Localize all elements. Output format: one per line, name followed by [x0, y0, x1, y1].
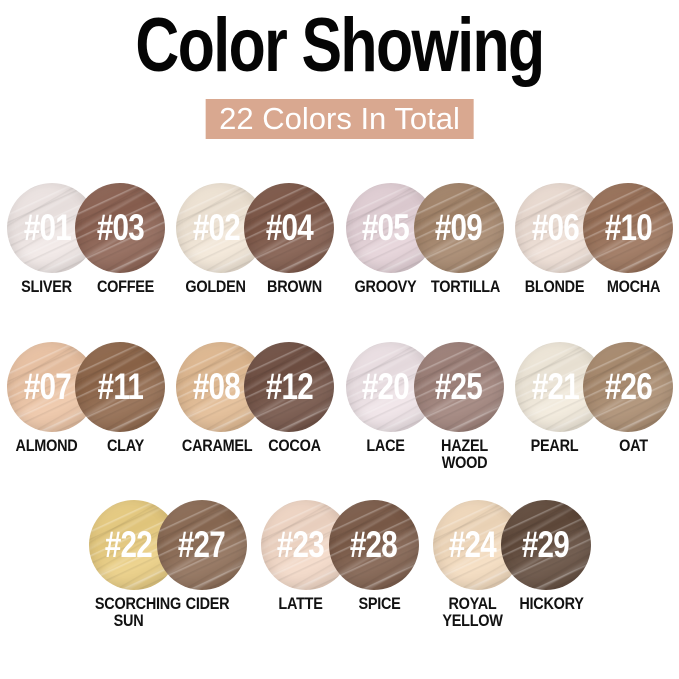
shade-name: ROYAL YELLOW — [441, 594, 503, 630]
shade-name: TORTILLA — [430, 277, 500, 296]
swatch-circles: #21 #26 — [514, 342, 673, 432]
shade-name: BLONDE — [524, 277, 585, 296]
shade-number: #07 — [23, 366, 71, 407]
swatch-circles: #24 #29 — [432, 500, 591, 590]
shade-name: MOCHA — [606, 277, 661, 296]
swatch-pair: #01 #03 SLIVER COFFEE — [7, 183, 165, 295]
total-colors-banner: 22 Colors In Total — [205, 99, 474, 139]
shade-number: #23 — [276, 524, 325, 565]
shade-number: #01 — [23, 207, 71, 248]
shade-name: ALMOND — [15, 436, 78, 455]
shade-name: OAT — [619, 436, 648, 455]
shade-name: COFFEE — [96, 277, 155, 296]
shade-name: SLIVER — [21, 277, 72, 296]
swatch-pair: #07 #11 ALMOND CLAY — [7, 342, 165, 471]
swatch-labels: ALMOND CLAY — [7, 437, 165, 454]
shade-number: #24 — [448, 524, 497, 565]
shade-name: SCORCHING SUN — [94, 594, 181, 630]
shade-number: #26 — [604, 366, 652, 407]
swatch-circles: #20 #25 — [345, 342, 504, 432]
swatch-labels: SCORCHING SUN CIDER — [89, 595, 247, 629]
shade-number: #02 — [192, 207, 241, 248]
swatch-circle-dark: #09 — [413, 183, 504, 273]
swatch-circle-dark: #11 — [75, 342, 165, 432]
swatch-labels: CARAMEL COCOA — [176, 437, 334, 454]
shade-name: LACE — [365, 436, 405, 455]
shade-name: CLAY — [106, 436, 145, 455]
swatch-circles: #02 #04 — [176, 183, 335, 273]
swatch-circle-light: #02 — [176, 183, 267, 273]
shade-name: HAZEL WOOD — [440, 436, 488, 472]
shade-number: #28 — [349, 524, 398, 565]
swatch-circle-dark: #25 — [413, 342, 504, 432]
swatch-pair: #02 #04 GOLDEN BROWN — [176, 183, 335, 295]
shade-name: COCOA — [268, 436, 322, 455]
shade-number: #04 — [265, 207, 314, 248]
shade-name: GOLDEN — [185, 277, 247, 296]
shade-number: #11 — [97, 366, 143, 407]
swatch-pair: #08 #12 CARAMEL COCOA — [176, 342, 335, 471]
swatch-pair: #05 #09 GROOVY TORTILLA — [345, 183, 504, 295]
swatch-row-1: #01 #03 SLIVER COFFEE #02 #04 GOLDEN BROWN #05 #0… — [7, 183, 673, 295]
swatch-circle-dark: #12 — [244, 342, 335, 432]
shade-name: CIDER — [185, 594, 229, 613]
swatch-pair: #22 #27 SCORCHING SUN CIDER — [88, 500, 247, 629]
shade-name: CARAMEL — [182, 436, 253, 455]
shade-name: HICKORY — [518, 594, 584, 613]
swatch-circles: #01 #03 — [7, 183, 165, 273]
swatch-circles: #07 #11 — [7, 342, 165, 432]
swatch-circles: #23 #28 — [260, 500, 419, 590]
shade-name: BROWN — [267, 277, 323, 296]
swatch-labels: BLONDE MOCHA — [515, 278, 673, 295]
shade-number: #09 — [435, 207, 483, 248]
swatch-circles: #08 #12 — [176, 342, 335, 432]
swatch-labels: PEARL OAT — [515, 437, 673, 454]
swatch-pair: #06 #10 BLONDE MOCHA — [514, 183, 673, 295]
swatch-labels: GOLDEN BROWN — [176, 278, 334, 295]
swatch-circle-light: #05 — [345, 183, 436, 273]
swatch-circle-dark: #27 — [156, 500, 247, 590]
swatch-circle-dark: #29 — [500, 500, 591, 590]
shade-name: GROOVY — [354, 277, 417, 296]
shade-number: #08 — [192, 366, 241, 407]
page-title: Color Showing — [135, 3, 545, 88]
shade-name: PEARL — [530, 436, 579, 455]
swatch-row-2: #07 #11 ALMOND CLAY #08 #12 CARAMEL COCOA #20 #25… — [7, 342, 673, 471]
shade-number: #22 — [104, 524, 153, 565]
swatch-labels: ROYAL YELLOW HICKORY — [433, 595, 591, 629]
swatch-circle-dark: #28 — [328, 500, 419, 590]
swatch-labels: LACE HAZEL WOOD — [346, 437, 504, 471]
shade-name: LATTE — [277, 594, 323, 613]
swatch-labels: LATTE SPICE — [261, 595, 419, 612]
swatch-labels: SLIVER COFFEE — [7, 278, 165, 295]
swatch-circle-dark: #26 — [582, 342, 673, 432]
swatch-pair: #24 #29 ROYAL YELLOW HICKORY — [432, 500, 591, 629]
swatch-circle-dark: #10 — [582, 183, 673, 273]
shade-number: #25 — [435, 366, 483, 407]
shade-name: SPICE — [357, 594, 401, 613]
swatch-circles: #05 #09 — [345, 183, 504, 273]
swatch-circles: #06 #10 — [514, 183, 673, 273]
swatch-pair: #21 #26 PEARL OAT — [514, 342, 673, 471]
swatch-circle-dark: #03 — [75, 183, 165, 273]
shade-number: #06 — [531, 207, 579, 248]
shade-number: #20 — [362, 366, 410, 407]
shade-number: #21 — [531, 366, 579, 407]
swatch-circle-dark: #04 — [244, 183, 335, 273]
shade-number: #29 — [521, 524, 570, 565]
shade-number: #10 — [604, 207, 652, 248]
shade-number: #27 — [177, 524, 226, 565]
swatch-pair: #20 #25 LACE HAZEL WOOD — [345, 342, 504, 471]
swatch-labels: GROOVY TORTILLA — [346, 278, 504, 295]
shade-number: #03 — [96, 207, 144, 248]
shade-number: #05 — [362, 207, 410, 248]
swatch-circles: #22 #27 — [88, 500, 247, 590]
swatch-pair: #23 #28 LATTE SPICE — [260, 500, 419, 629]
swatch-circle-light: #07 — [7, 342, 97, 432]
shade-number: #12 — [265, 366, 314, 407]
swatch-row-3: #22 #27 SCORCHING SUN CIDER #23 #28 LATTE SPICE… — [88, 500, 591, 629]
